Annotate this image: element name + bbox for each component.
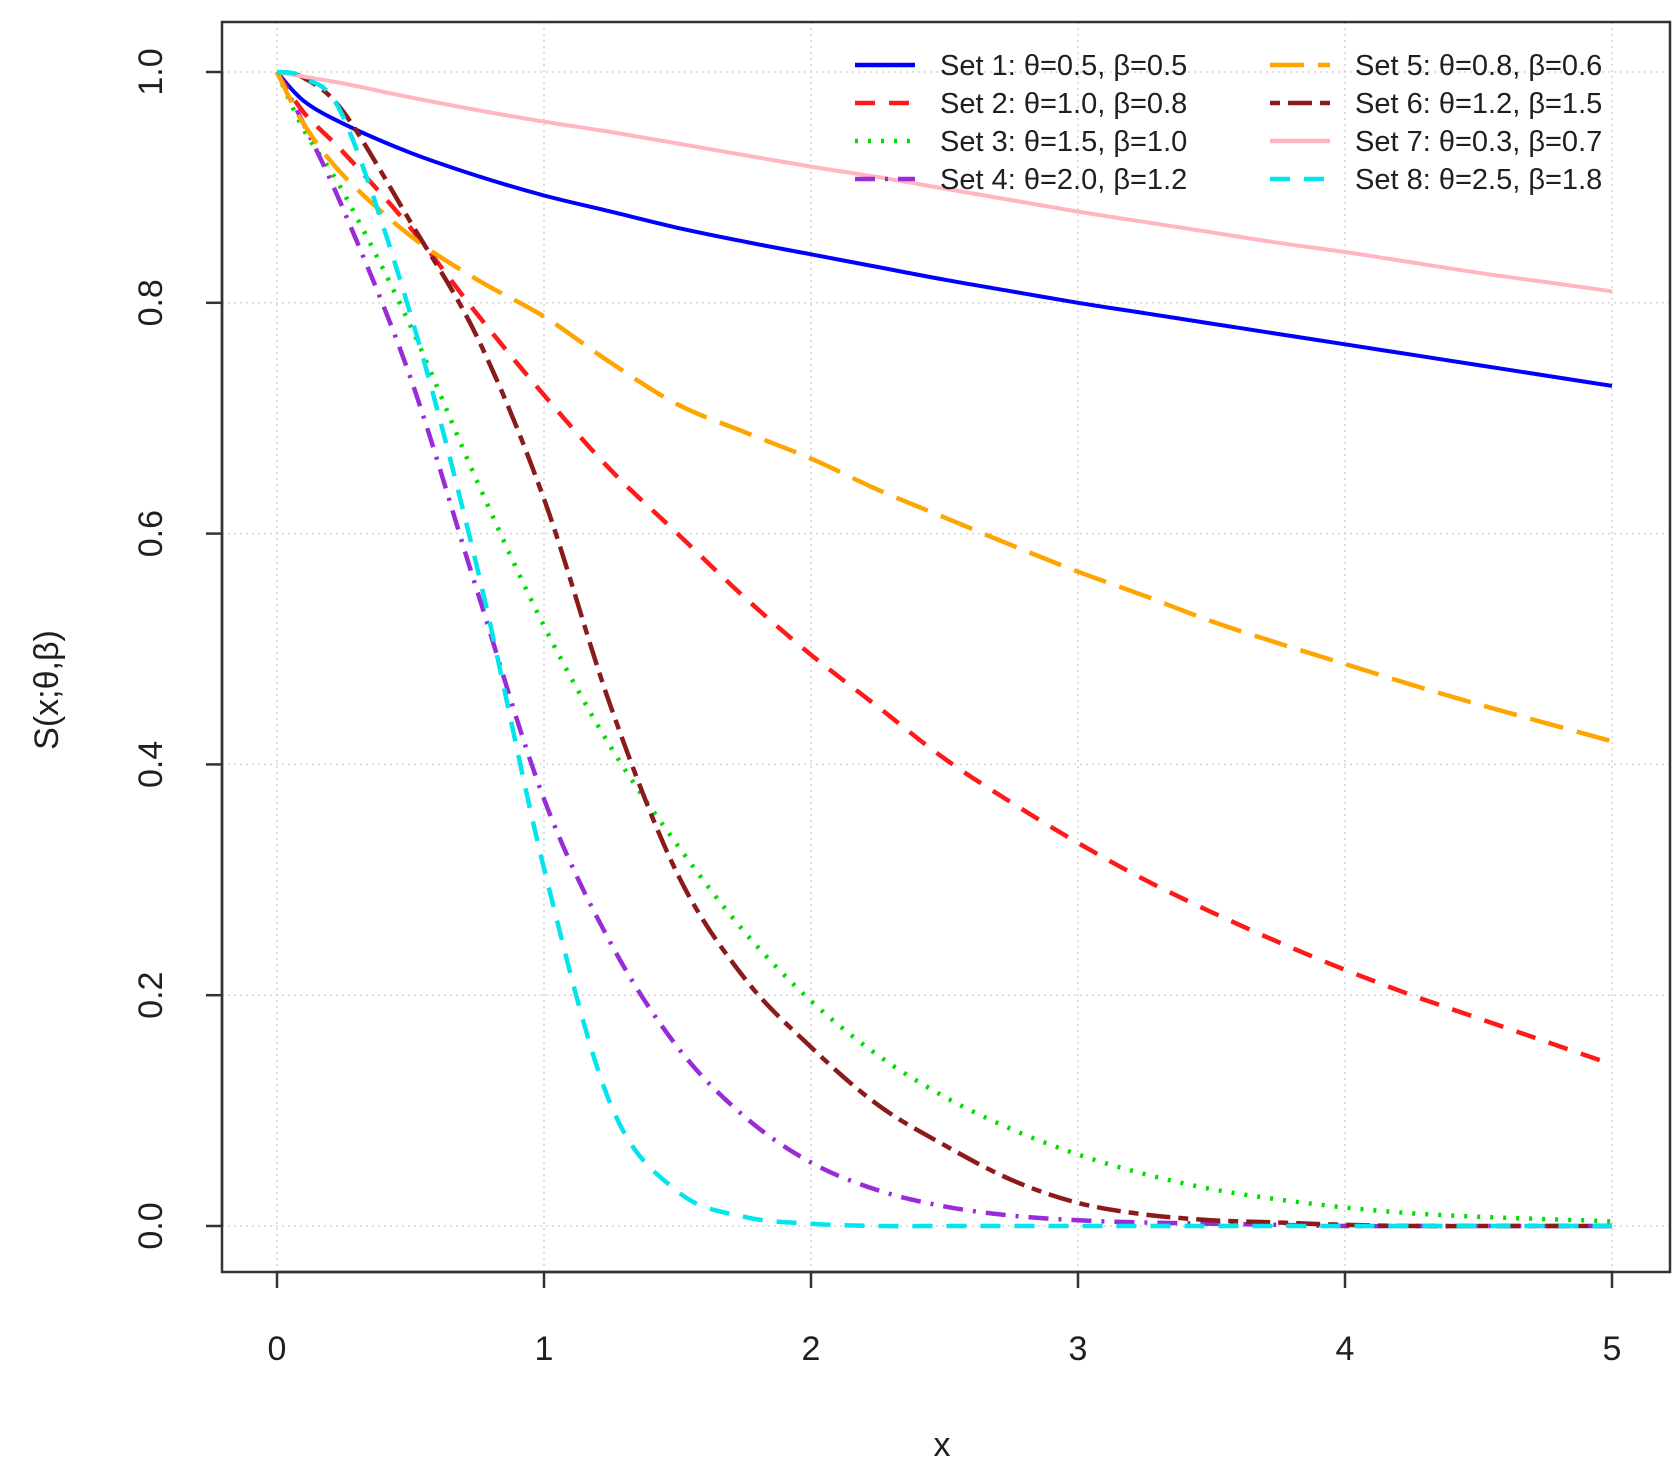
series-line-set-5: [274, 70, 1613, 744]
y-axis: 0.0 0.2 0.4 0.6 0.8 1.0: [132, 48, 224, 1250]
legend-label-set-6: Set 6: θ=1.2, β=1.5: [1355, 88, 1602, 120]
series-line-set-6: [276, 69, 1612, 1229]
legend-label-set-3: Set 3: θ=1.5, β=1.0: [940, 126, 1187, 158]
legend-label-set-1: Set 1: θ=0.5, β=0.5: [940, 50, 1187, 82]
series-line-set-1: [275, 70, 1613, 388]
y-tick-label: 0.6: [132, 510, 170, 557]
grid-layer: [222, 22, 1670, 1272]
legend-label-set-5: Set 5: θ=0.8, β=0.6: [1355, 50, 1602, 82]
series-line-set-7: [276, 70, 1613, 294]
legend-label-set-8: Set 8: θ=2.5, β=1.8: [1355, 164, 1602, 196]
legend: Set 1: θ=0.5, β=0.5 Set 2: θ=1.0, β=0.8 Se…: [855, 50, 1602, 196]
x-tick-label: 1: [535, 1330, 554, 1368]
y-tick-label: 0.4: [132, 741, 170, 788]
x-tick-label: 3: [1069, 1330, 1088, 1368]
y-tick-label: 0.2: [132, 972, 170, 1019]
x-axis-title: x: [934, 1426, 951, 1464]
x-axis: 0 1 2 3 4 5: [268, 1270, 1622, 1368]
series-line-set-8: [276, 69, 1612, 1229]
x-tick-label: 0: [268, 1330, 287, 1368]
x-tick-label: 2: [802, 1330, 821, 1368]
legend-label-set-7: Set 7: θ=0.3, β=0.7: [1355, 126, 1602, 158]
y-tick-label: 0.8: [132, 279, 170, 326]
y-tick-label: 1.0: [132, 48, 170, 95]
y-tick-label: 0.0: [132, 1202, 170, 1249]
legend-label-set-2: Set 2: θ=1.0, β=0.8: [940, 88, 1187, 120]
y-axis-title: S(x;θ,β): [28, 630, 66, 750]
x-tick-label: 4: [1336, 1330, 1355, 1368]
series-line-set-2: [275, 70, 1613, 1067]
x-tick-label: 5: [1603, 1330, 1622, 1368]
legend-label-set-4: Set 4: θ=2.0, β=1.2: [940, 164, 1187, 196]
series-layer: [274, 69, 1613, 1229]
